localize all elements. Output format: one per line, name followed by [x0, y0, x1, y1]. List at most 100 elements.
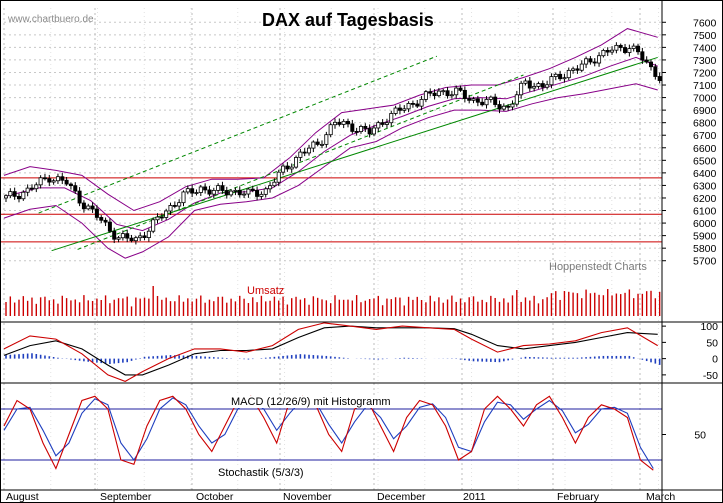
- candle-body: [12, 191, 17, 197]
- month-label: September: [100, 491, 152, 503]
- candle-body: [281, 165, 286, 173]
- candle-body: [38, 177, 43, 186]
- candle-body: [324, 134, 329, 145]
- price-tick-label: 7600: [693, 17, 717, 29]
- trendline: [38, 55, 438, 214]
- candle-body: [246, 188, 251, 195]
- candle-body: [519, 82, 524, 96]
- candle-body: [523, 80, 528, 84]
- candle-body: [454, 87, 459, 96]
- price-tick-label: 6900: [693, 105, 717, 117]
- candle-body: [307, 147, 312, 154]
- candle-body: [320, 143, 325, 146]
- candle-body: [471, 98, 476, 101]
- candle-body: [64, 179, 69, 185]
- month-label: August: [6, 491, 39, 503]
- candle-body: [627, 48, 632, 53]
- candle-body: [558, 73, 563, 80]
- candle-body: [311, 141, 316, 149]
- price-tick-label: 7100: [693, 80, 717, 92]
- month-label: October: [196, 491, 234, 503]
- candle-body: [441, 90, 446, 93]
- price-tick-label: 7200: [693, 67, 717, 79]
- candle-body: [220, 185, 225, 191]
- candle-body: [384, 122, 389, 125]
- candle-body: [436, 90, 441, 97]
- candle-body: [614, 44, 619, 51]
- candle-body: [406, 103, 411, 110]
- stochastic-tick-label: 50: [694, 430, 706, 442]
- chart-title: DAX auf Tagesbasis: [262, 10, 434, 30]
- macd-label: MACD (12/26/9) mit Histogramm: [229, 396, 393, 408]
- price-tick-label: 6800: [693, 118, 717, 130]
- candle-body: [380, 122, 385, 125]
- candle-body: [480, 101, 485, 106]
- candle-body: [588, 58, 593, 63]
- candle-body: [597, 55, 602, 64]
- candle-body: [484, 99, 489, 106]
- candle-body: [393, 107, 398, 114]
- candle-body: [605, 50, 610, 53]
- candle-body: [367, 128, 372, 135]
- candle-body: [636, 45, 641, 53]
- candle-body: [579, 63, 584, 71]
- candle-body: [177, 202, 182, 207]
- candle-body: [155, 216, 160, 221]
- candle-body: [181, 191, 186, 204]
- candle-body: [120, 233, 125, 239]
- candle-body: [445, 90, 450, 97]
- candle-body: [389, 113, 394, 124]
- candle-body: [506, 105, 511, 108]
- candle-body: [458, 87, 463, 91]
- price-tick-label: 6300: [693, 180, 717, 192]
- candle-body: [259, 193, 264, 197]
- bollinger-upper: [3, 28, 658, 212]
- candle-body: [142, 235, 147, 238]
- candle-body: [601, 50, 606, 57]
- candle-body: [592, 61, 597, 64]
- candle-body: [488, 96, 493, 100]
- candle-body: [263, 188, 268, 195]
- candle-body: [55, 176, 60, 182]
- price-tick-label: 6400: [693, 168, 717, 180]
- candle-body: [77, 190, 82, 204]
- candle-body: [562, 77, 567, 80]
- candle-body: [198, 186, 203, 193]
- price-tick-label: 6000: [693, 218, 717, 230]
- price-tick-label: 6500: [693, 155, 717, 167]
- trendline: [51, 56, 658, 252]
- macd-tick-label: 100: [700, 321, 718, 333]
- price-tick-label: 6700: [693, 130, 717, 142]
- month-label: December: [377, 491, 426, 503]
- candle-body: [610, 49, 615, 53]
- candle-body: [294, 157, 299, 168]
- price-tick-label: 5700: [693, 256, 717, 268]
- candle-body: [376, 122, 381, 129]
- candle-body: [549, 76, 554, 86]
- macd-tick-label: -50: [703, 370, 718, 382]
- candle-body: [657, 76, 662, 81]
- candle-body: [341, 120, 346, 125]
- macd-tick-label: 50: [706, 337, 718, 349]
- candle-body: [467, 98, 472, 101]
- candle-body: [47, 178, 52, 183]
- candle-body: [29, 187, 34, 190]
- candle-body: [94, 208, 99, 218]
- candle-body: [203, 186, 208, 191]
- candle-body: [42, 177, 47, 180]
- candle-body: [99, 217, 104, 221]
- month-label: November: [283, 491, 332, 503]
- candle-body: [462, 89, 467, 99]
- candle-body: [332, 121, 337, 126]
- candle-body: [397, 107, 402, 111]
- candle-body: [8, 191, 13, 197]
- candle-body: [242, 193, 247, 196]
- candle-body: [86, 205, 91, 210]
- candle-body: [298, 151, 303, 158]
- month-label: February: [557, 491, 600, 503]
- candle-body: [536, 83, 541, 87]
- candle-body: [146, 230, 151, 238]
- candle-body: [553, 73, 558, 77]
- candle-body: [133, 237, 138, 242]
- candle-body: [302, 151, 307, 154]
